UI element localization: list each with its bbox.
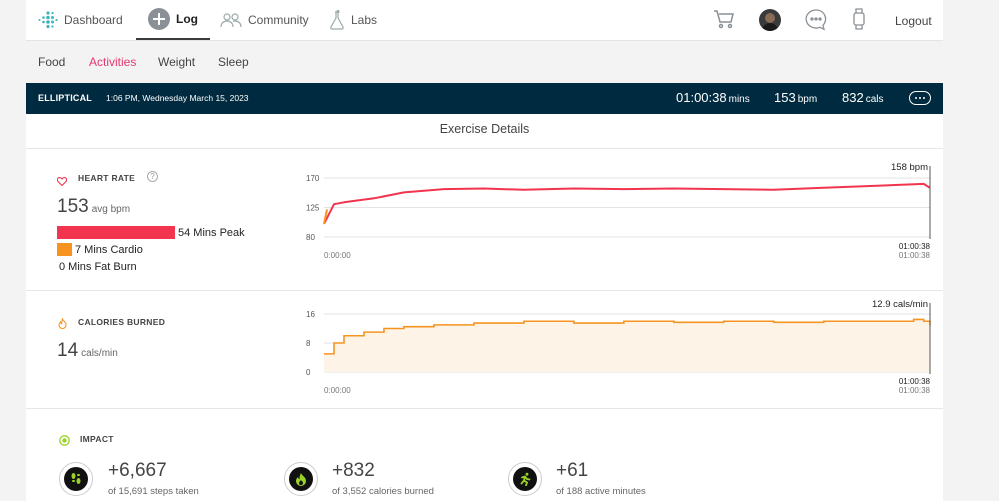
more-options-button[interactable]: [909, 91, 931, 105]
impact-steps-value: +6,667: [108, 460, 167, 481]
heart-rate-avg-unit: avg bpm: [91, 204, 131, 215]
zone-cardio-text: 7 Mins Cardio: [75, 244, 143, 256]
flame-small-icon: [58, 316, 67, 334]
x-start-label: 0:00:00: [324, 386, 351, 395]
series-line: [324, 318, 931, 355]
card-title: Exercise Details: [439, 122, 530, 136]
plus-circle-icon: [148, 8, 170, 30]
chat-icon[interactable]: [804, 8, 828, 32]
watch-icon[interactable]: [852, 8, 866, 30]
zone-bar-peak: [57, 226, 175, 239]
impact-icon: [59, 433, 70, 451]
heart-icon: [56, 173, 68, 191]
people-icon: [220, 12, 242, 28]
calories-avg-unit: cals/min: [81, 348, 118, 359]
nav-log-label: Log: [176, 12, 198, 26]
calories-stat: 832 cals: [842, 90, 884, 105]
help-icon[interactable]: ?: [147, 171, 158, 182]
impact-steps-sub: of 15,691 steps taken: [108, 486, 199, 497]
heart-rate-avg-value: 153: [57, 196, 89, 217]
impact-label: IMPACT: [80, 434, 114, 444]
heart-rate-unit: bpm: [797, 94, 818, 105]
exercise-details-card: Exercise Details HEART RATE ? 153 avg bpm…: [26, 114, 943, 501]
activity-header: ELLIPTICAL 1:06 PM, Wednesday March 15, …: [26, 83, 943, 114]
impact-steps-badge: [59, 462, 93, 496]
calories-chart: 0 8 16 12.9 cals/min 01:00:38 0:00:00 01:00:38: [306, 300, 931, 395]
impact-calories-badge: [284, 462, 318, 496]
impact-calories-value: +832: [332, 460, 375, 481]
calories-avg: 14 cals/min: [57, 340, 118, 362]
dashboard-dots-icon: [38, 10, 58, 30]
divider: [26, 408, 943, 409]
divider: [26, 148, 943, 149]
impact-active-value: +61: [556, 460, 589, 481]
tab-activities[interactable]: Activities: [89, 55, 137, 69]
footsteps-icon: [64, 467, 88, 491]
end-value-label: 12.9 cals/min: [872, 300, 928, 310]
duration-unit: mins: [728, 94, 750, 105]
x-end-label: 01:00:38: [899, 251, 931, 260]
sub-nav: Food Activities Weight Sleep: [26, 41, 943, 81]
series-start-segment: [323, 209, 328, 225]
flame-icon: [289, 467, 313, 491]
calories-avg-value: 14: [57, 340, 79, 361]
y-tick-label: 125: [306, 204, 320, 213]
flask-icon: [329, 10, 345, 30]
nav-community-label: Community: [248, 13, 309, 27]
heart-rate-label: HEART RATE: [78, 173, 136, 183]
x-end-label: 01:00:38: [899, 386, 931, 395]
y-tick-label: 80: [306, 233, 315, 242]
cursor-time-label: 01:00:38: [899, 242, 931, 251]
nav-dashboard-label: Dashboard: [64, 13, 123, 27]
cart-icon[interactable]: [713, 9, 735, 29]
nav-labs-label: Labs: [351, 13, 378, 27]
x-start-label: 0:00:00: [324, 251, 351, 260]
nav-dashboard[interactable]: Dashboard: [38, 0, 123, 40]
nav-labs[interactable]: Labs: [329, 0, 377, 40]
divider: [26, 290, 943, 291]
y-tick-label: 8: [306, 339, 311, 348]
calories-unit: cals: [865, 94, 884, 105]
logout-link[interactable]: Logout: [895, 14, 932, 28]
zone-peak-text: 54 Mins Peak: [178, 227, 245, 239]
heart-rate-value: 153: [774, 90, 796, 105]
avatar[interactable]: [759, 9, 781, 31]
calories-label: CALORIES BURNED: [78, 317, 166, 327]
y-tick-label: 16: [306, 310, 315, 319]
series-line: [323, 182, 931, 225]
top-nav: Dashboard Log Community Labs: [26, 0, 943, 41]
zone-bar-cardio: [57, 243, 72, 256]
tab-food[interactable]: Food: [38, 55, 66, 69]
duration-value: 01:00:38: [676, 90, 727, 105]
heart-rate-avg: 153 avg bpm: [57, 196, 130, 218]
heart-rate-chart: 80 125 170 158 bpm 01:00:38 0:00:00 01:00:38: [306, 162, 931, 260]
cursor-time-label: 01:00:38: [899, 377, 931, 386]
nav-community[interactable]: Community: [220, 0, 309, 40]
impact-calories-sub: of 3,552 calories burned: [332, 486, 434, 497]
impact-active-sub: of 188 active minutes: [556, 486, 646, 497]
activity-datetime: 1:06 PM, Wednesday March 15, 2023: [106, 93, 249, 103]
tab-weight[interactable]: Weight: [158, 55, 196, 69]
page: Dashboard Log Community Labs: [26, 0, 943, 501]
impact-active-badge: [508, 462, 542, 496]
y-tick-label: 170: [306, 174, 320, 183]
zone-fat-burn-text: 0 Mins Fat Burn: [59, 261, 137, 273]
calories-value: 832: [842, 90, 864, 105]
heart-rate-stat: 153 bpm: [774, 90, 817, 105]
activity-type: ELLIPTICAL: [38, 93, 92, 103]
duration-stat: 01:00:38 mins: [676, 90, 750, 105]
nav-log[interactable]: Log: [136, 0, 210, 40]
series-area: [324, 319, 930, 372]
y-tick-label: 0: [306, 368, 311, 377]
runner-icon: [513, 467, 537, 491]
tab-sleep[interactable]: Sleep: [218, 55, 249, 69]
end-value-label: 158 bpm: [891, 162, 928, 173]
